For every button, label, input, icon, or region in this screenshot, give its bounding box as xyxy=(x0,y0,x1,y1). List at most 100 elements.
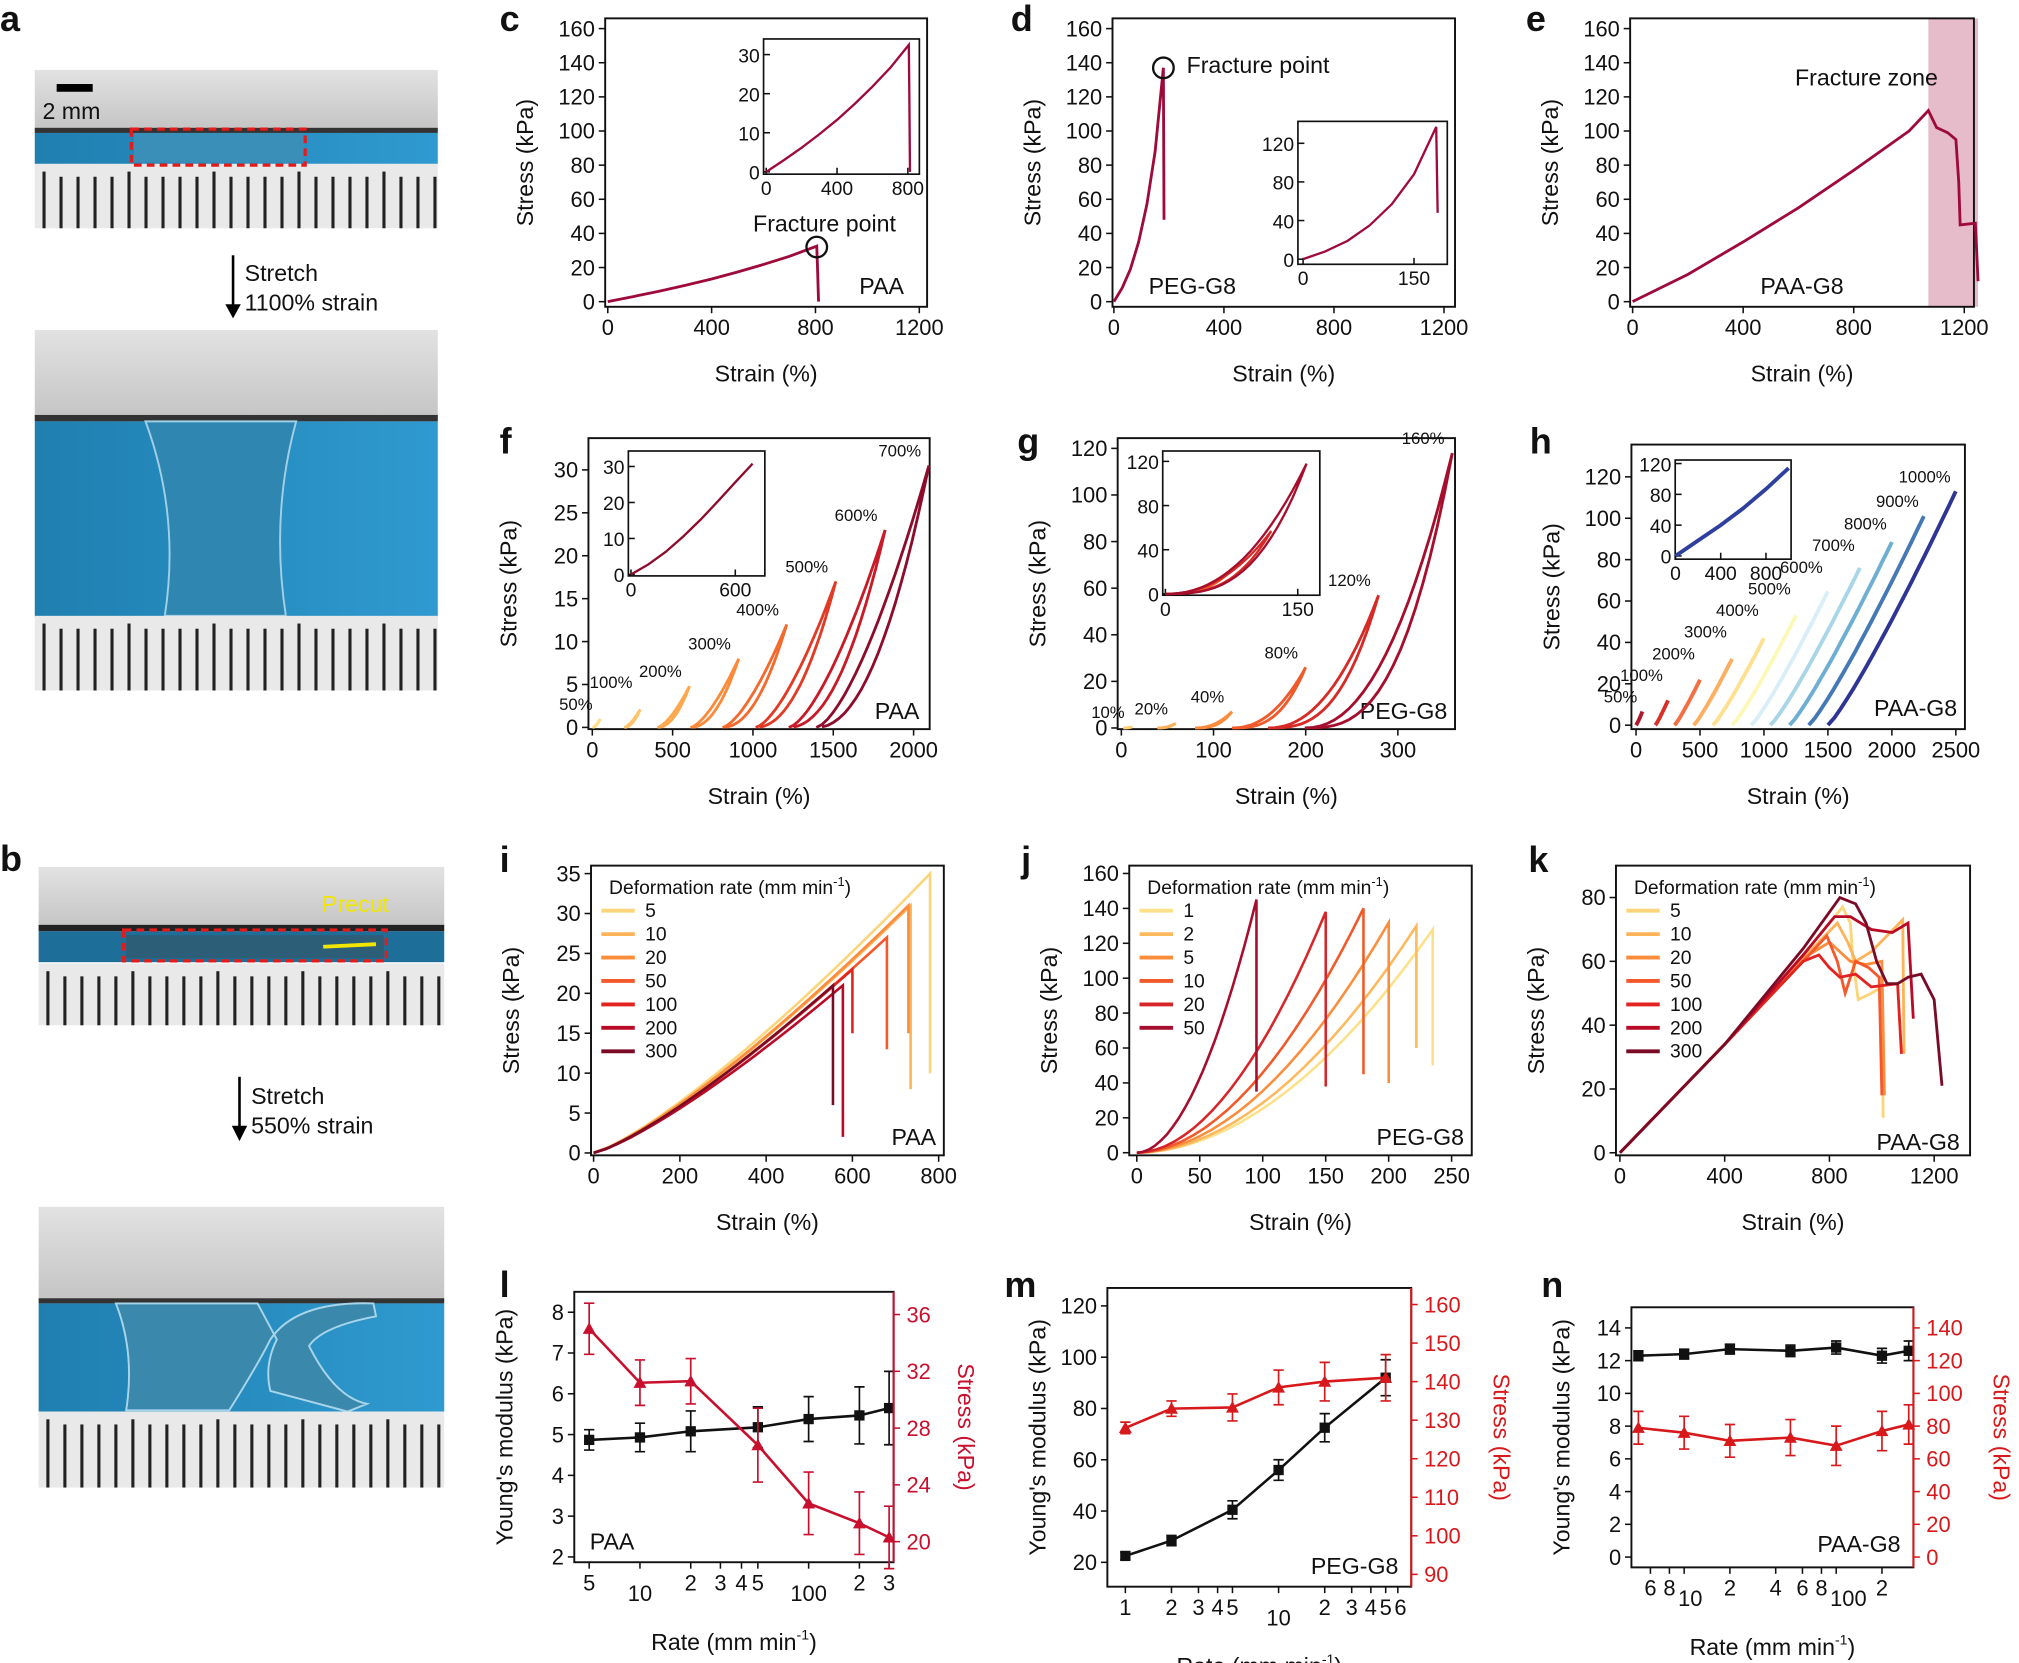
panel-label-h: h xyxy=(1530,421,1552,462)
x-tick-label: 50 xyxy=(1188,1164,1212,1189)
plot-area xyxy=(607,244,820,304)
y-tick-label: 80 xyxy=(1137,497,1158,518)
ruler-tick xyxy=(386,971,390,1026)
ruler-tick xyxy=(148,1424,152,1488)
x-axis-label-sup: -1 xyxy=(1835,1633,1848,1649)
y-tick-label: 0 xyxy=(1661,548,1672,569)
stress-marker xyxy=(1875,1424,1889,1437)
x-axis-label-end: ) xyxy=(1848,1634,1856,1660)
plot-frame xyxy=(1161,450,1321,597)
y-tick-label: 10 xyxy=(556,1061,580,1086)
y-tick-label: 0 xyxy=(1608,289,1620,314)
inset-series-line xyxy=(1302,126,1439,261)
cycle-curve-80% xyxy=(1231,666,1307,730)
legend-label: 10 xyxy=(1183,971,1204,992)
cycle-label: 300% xyxy=(1684,623,1727,642)
y-tick-label: 2 xyxy=(1609,1512,1621,1537)
legend-label: 200 xyxy=(645,1018,677,1039)
y-tick-label: 80 xyxy=(1083,529,1107,554)
chart-panel-h: h 0 500 1000 1500 2000 2500 0 20 40 60 80 100 120 Stra… xyxy=(1530,421,1980,809)
chart-panel-e: e 0 400 800 1200 0 20 40 60 80 100 120 140 160 Strain … xyxy=(1526,0,1989,386)
y2-axis-label: Stress (kPa) xyxy=(953,1363,979,1490)
fracture-point-marker xyxy=(1151,56,1175,80)
y-tick-label: 20 xyxy=(1581,1077,1605,1102)
y-tick-label: 20 xyxy=(603,494,624,515)
panel-label-d: d xyxy=(1011,0,1033,39)
legend-label: 5 xyxy=(1670,901,1681,922)
y-tick-label: 6 xyxy=(552,1382,564,1407)
ruler xyxy=(34,615,438,691)
stress-line xyxy=(1124,1376,1386,1430)
ruler-tick xyxy=(348,176,352,229)
x-axis-label: Strain (%) xyxy=(716,1209,819,1235)
y-tick-label: 40 xyxy=(1095,1071,1119,1096)
series-line-100 xyxy=(1618,953,1903,1154)
modulus-marker xyxy=(1876,1350,1888,1361)
x-tick-label: 4 xyxy=(1365,1595,1377,1620)
x-tick-label: 6 xyxy=(1796,1576,1808,1601)
x-tick-label: 1000 xyxy=(729,737,778,762)
y2-tick-label: 160 xyxy=(1424,1292,1461,1317)
y-tick-label: 80 xyxy=(1581,885,1605,910)
plot-frame xyxy=(627,450,766,577)
x-tick-label: 150 xyxy=(1398,269,1430,290)
y-tick-label: 80 xyxy=(1650,486,1671,507)
rate-curve-2 xyxy=(1136,921,1418,1155)
cycle-curve-50% xyxy=(591,718,602,729)
panel-label-i: i xyxy=(500,839,510,880)
ruler-tick xyxy=(195,628,199,691)
ruler-tick xyxy=(267,976,271,1026)
photo-after-stretch xyxy=(34,329,438,691)
sample-outline xyxy=(129,127,307,167)
legend-label: 100 xyxy=(645,995,677,1016)
y-tick-label: 4 xyxy=(552,1463,564,1488)
y-tick-label: 0 xyxy=(1090,289,1102,314)
ruler-tick xyxy=(182,976,186,1026)
x-axis-label-text: Rate (mm min xyxy=(1176,1653,1321,1663)
x-tick-label: 3 xyxy=(1346,1595,1358,1620)
ruler-tick xyxy=(165,976,169,1026)
x-tick-label: 2 xyxy=(1165,1595,1177,1620)
x-tick-label: 6 xyxy=(1644,1576,1656,1601)
y-tick-label: 160 xyxy=(1082,861,1119,886)
y-tick-label: 80 xyxy=(1078,153,1102,178)
hydrogel-sample xyxy=(126,935,384,959)
cycle-curve-20% xyxy=(1157,722,1177,730)
ruler-tick xyxy=(127,171,131,229)
x-axis-label: Rate (mm min-1) xyxy=(1690,1633,1856,1660)
y-tick-label: 140 xyxy=(1066,50,1103,75)
x-tick-label: 0 xyxy=(1108,315,1120,340)
y-tick-label: 60 xyxy=(1083,576,1107,601)
x-tick-label: 500 xyxy=(654,737,691,762)
x-tick-label: 2 xyxy=(1724,1576,1736,1601)
y-tick-label: 0 xyxy=(1609,1545,1621,1570)
ruler-tick xyxy=(318,1424,322,1488)
x-tick-label: 150 xyxy=(1307,1164,1344,1189)
cycle-curve-120% xyxy=(1267,594,1380,730)
ruler-tick xyxy=(110,628,114,691)
x-tick-label: 2 xyxy=(853,1571,865,1596)
modulus-line xyxy=(589,1406,890,1442)
plot-frame xyxy=(1630,443,1966,731)
y-tick-label: 40 xyxy=(1597,630,1621,655)
y2-axis-label: Stress (kPa) xyxy=(1988,1374,2014,1501)
plot-frame xyxy=(1128,864,1473,1157)
plot-frame xyxy=(590,864,945,1157)
y2-tick-label: 150 xyxy=(1424,1331,1461,1356)
cycle-curve-160% xyxy=(1304,452,1454,730)
stress-marker xyxy=(802,1496,816,1509)
y-tick-label: 20 xyxy=(1078,255,1102,280)
stress-marker xyxy=(1783,1431,1797,1443)
inset-plot: 0 600 0 10 20 30 xyxy=(603,450,766,602)
y-tick-label: 120 xyxy=(1071,436,1108,461)
x-tick-label: 1200 xyxy=(895,315,944,340)
panel-label-m: m xyxy=(1004,1264,1036,1305)
photo-before-stretch: 2 mm xyxy=(34,69,438,229)
cycle-curve-300% xyxy=(689,658,741,729)
x-tick-label: 5 xyxy=(583,1571,595,1596)
y-tick-label: 20 xyxy=(556,981,580,1006)
modulus-marker xyxy=(1120,1550,1131,1562)
panel-label-k: k xyxy=(1528,839,1549,880)
x-tick-label: 10 xyxy=(1266,1605,1290,1630)
panel-label-l: l xyxy=(500,1264,510,1305)
